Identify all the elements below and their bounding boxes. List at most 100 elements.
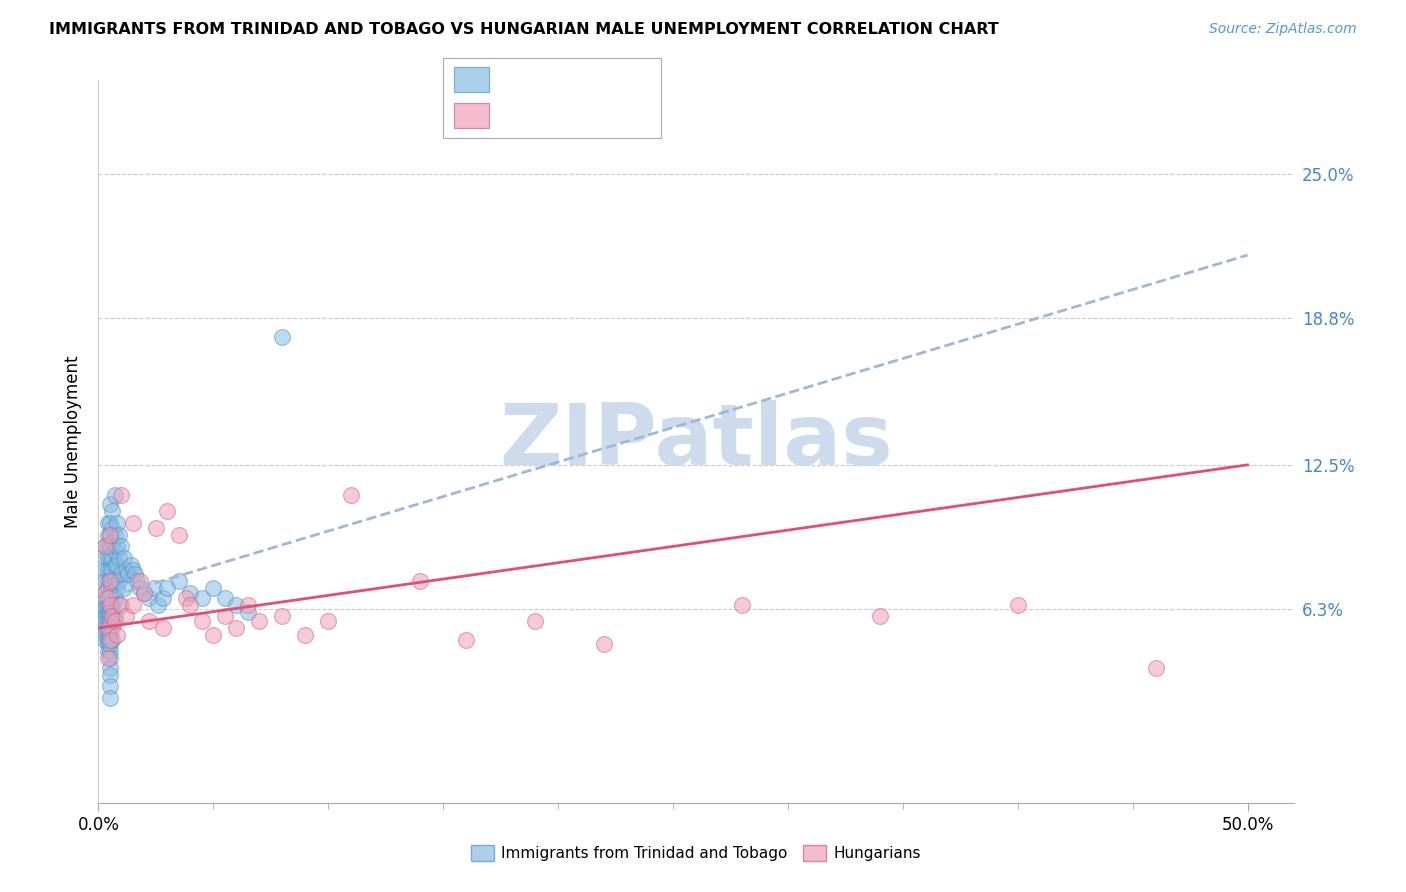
Point (94, 540, 117, 554)
Point (271, 329, 294, 343)
Point (124, 567, 146, 582)
Point (98, 667, 121, 681)
Point (134, 586, 156, 600)
Point (108, 551, 131, 566)
Point (122, 516, 145, 530)
Point (97, 516, 120, 530)
Point (191, 614, 214, 628)
Point (214, 609, 236, 624)
Point (174, 591, 197, 605)
Point (97, 551, 120, 566)
Point (97, 605, 120, 619)
Point (103, 591, 125, 605)
Point (97, 614, 120, 628)
Point (98, 498, 121, 512)
Point (91, 598, 114, 612)
Point (98, 540, 121, 554)
Point (97, 637, 120, 651)
Point (101, 534, 124, 549)
Point (202, 628, 225, 642)
Point (98, 609, 121, 624)
Point (271, 609, 294, 624)
Text: 44: 44 (598, 106, 627, 124)
Point (142, 582, 165, 596)
Point (731, 598, 754, 612)
Text: 105: 105 (598, 70, 633, 88)
Point (167, 574, 190, 589)
Point (98, 628, 121, 642)
Point (101, 563, 124, 577)
Point (94, 591, 117, 605)
Point (134, 586, 156, 600)
Point (869, 609, 891, 624)
Point (94, 632, 117, 647)
Text: 0.262: 0.262 (523, 106, 575, 124)
Point (122, 598, 145, 612)
Point (101, 504, 124, 518)
Point (115, 563, 138, 577)
Point (103, 609, 125, 624)
Point (156, 504, 179, 518)
Point (105, 540, 128, 554)
Point (179, 586, 201, 600)
Point (98, 591, 121, 605)
Point (105, 516, 128, 530)
Point (167, 528, 190, 542)
Point (236, 605, 259, 619)
Point (94, 574, 117, 589)
Point (214, 591, 236, 605)
Point (105, 628, 128, 642)
Point (103, 614, 125, 628)
Point (152, 621, 174, 635)
Point (98, 644, 121, 658)
Point (225, 598, 247, 612)
Point (152, 591, 174, 605)
Text: N =: N = (569, 70, 606, 88)
Point (97, 598, 120, 612)
Point (98, 605, 121, 619)
Point (97, 621, 120, 635)
Point (103, 558, 125, 572)
Point (138, 614, 160, 628)
Point (409, 574, 432, 589)
Point (94, 598, 117, 612)
Point (94, 586, 117, 600)
Point (98, 574, 121, 589)
Point (110, 488, 132, 502)
Legend: Immigrants from Trinidad and Tobago, Hungarians: Immigrants from Trinidad and Tobago, Hun… (465, 839, 927, 867)
Point (94, 586, 117, 600)
Point (98, 614, 121, 628)
Point (91, 605, 114, 619)
Point (156, 582, 179, 596)
Point (101, 609, 124, 624)
Point (101, 632, 124, 647)
Point (97, 563, 120, 577)
Point (98, 528, 121, 542)
Point (94, 614, 117, 628)
Point (112, 551, 135, 566)
Point (98, 621, 121, 635)
Point (1007, 598, 1029, 612)
Point (120, 558, 142, 572)
Point (340, 488, 363, 502)
Point (101, 586, 124, 600)
Point (98, 574, 121, 589)
Point (97, 628, 120, 642)
Point (94, 628, 117, 642)
Point (98, 679, 121, 693)
Point (103, 574, 125, 589)
Point (105, 582, 128, 596)
Point (128, 582, 150, 596)
Point (103, 544, 125, 558)
Point (110, 540, 132, 554)
Point (127, 574, 149, 589)
Point (101, 598, 124, 612)
Point (98, 637, 121, 651)
Point (108, 528, 131, 542)
Point (97, 591, 120, 605)
Text: R =: R = (495, 70, 531, 88)
Point (94, 540, 117, 554)
Point (225, 621, 247, 635)
Point (97, 528, 120, 542)
Point (97, 591, 120, 605)
